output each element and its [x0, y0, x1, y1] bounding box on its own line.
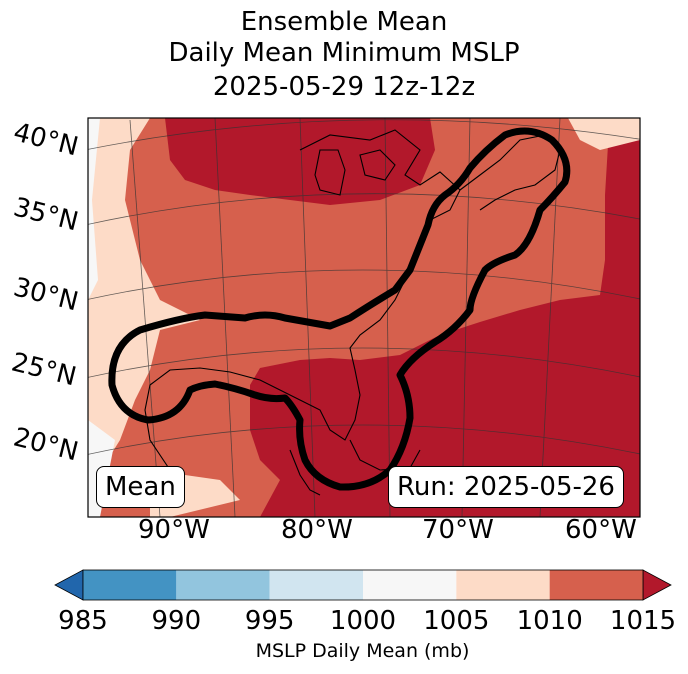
mslp-fill-low [88, 118, 200, 517]
lon-label-90w: 90°W [138, 515, 210, 545]
colorbar-tick-label: 995 [244, 606, 295, 636]
title-line-3: 2025-05-29 12z-12z [212, 72, 476, 102]
lon-label-60w: 60°W [565, 515, 637, 545]
lon-label-80w: 80°W [281, 515, 353, 545]
mean-label-box: Mean [96, 466, 185, 508]
colorbar-segment [549, 570, 643, 600]
colorbar [54, 569, 672, 601]
colorbar-tick-label: 990 [151, 606, 202, 636]
colorbar-tick-label: 1015 [609, 606, 677, 636]
colorbar-frame [82, 569, 644, 601]
ensemble-contour [108, 127, 571, 491]
colorbar-segment [456, 570, 550, 600]
title-line-2: Daily Mean Minimum MSLP [168, 38, 520, 68]
map-graticule [88, 118, 640, 517]
colorbar-label: MSLP Daily Mean (mb) [255, 640, 470, 662]
colorbar-segment [269, 570, 363, 600]
colorbar-tick-label: 1010 [516, 606, 583, 636]
colorbar-segment [83, 570, 177, 600]
title-line-1: Ensemble Mean [240, 7, 448, 37]
colorbar-tick-label: 1005 [423, 606, 490, 636]
colorbar-under-arrow [54, 569, 84, 601]
map-frame [87, 117, 641, 518]
colorbar-segment [363, 570, 457, 600]
mslp-fill-lowest [88, 118, 100, 300]
map-coastlines [144, 129, 561, 496]
lon-label-70w: 70°W [422, 515, 494, 545]
colorbar-segment [176, 570, 270, 600]
colorbar-tick-label: 1000 [329, 606, 397, 636]
run-date-box: Run: 2025-05-26 [388, 466, 624, 508]
colorbar-over-arrow [642, 569, 672, 601]
colorbar-tick-label: 985 [58, 606, 108, 636]
map-area [88, 118, 640, 517]
